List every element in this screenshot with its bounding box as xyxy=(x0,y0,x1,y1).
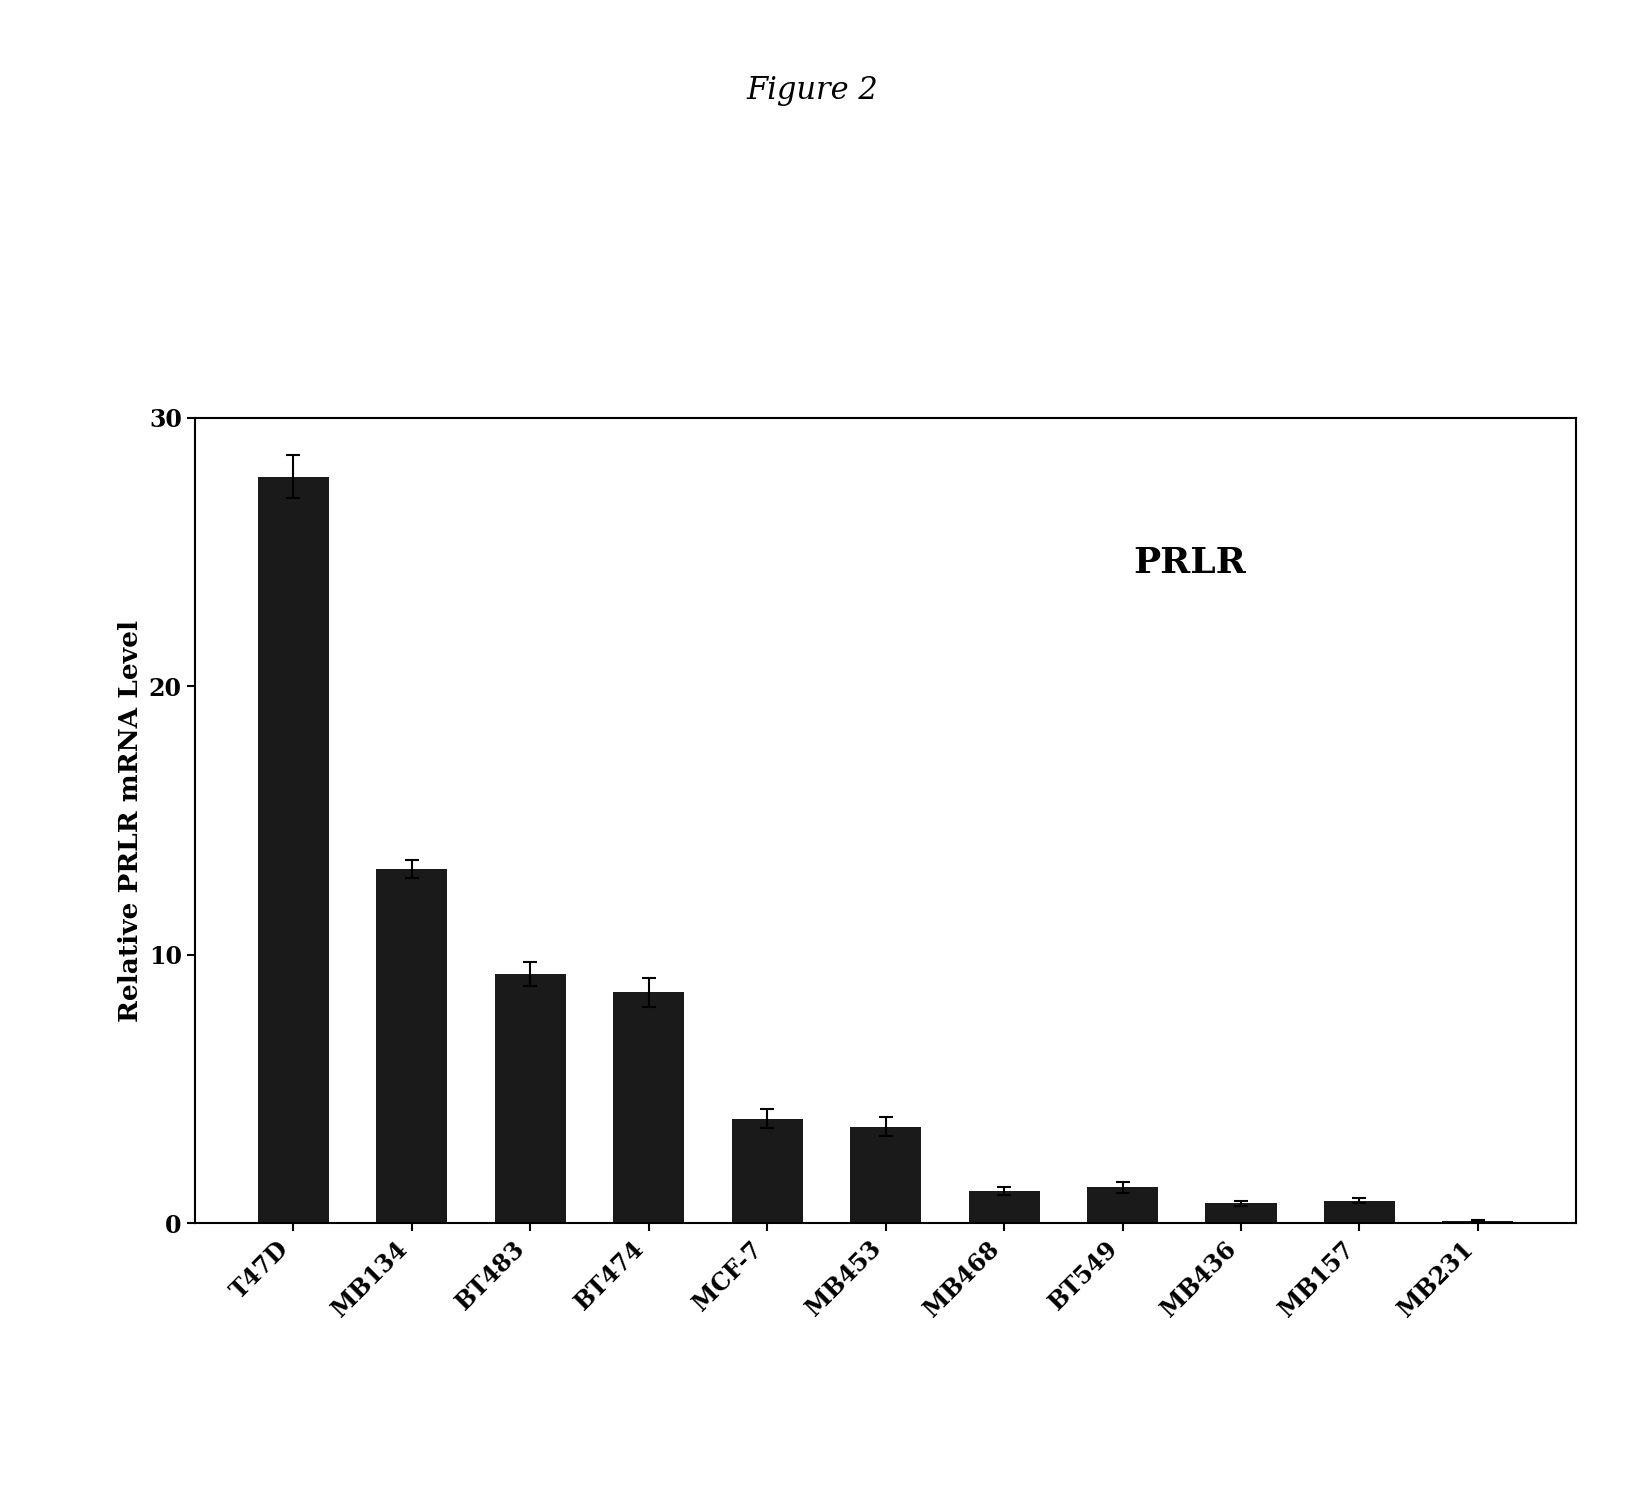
Bar xyxy=(1443,1220,1513,1223)
Bar xyxy=(1206,1204,1277,1223)
Bar xyxy=(731,1119,803,1223)
Bar xyxy=(1087,1188,1159,1223)
Bar xyxy=(850,1126,921,1223)
Bar xyxy=(613,992,684,1223)
Bar xyxy=(258,477,328,1223)
Bar xyxy=(377,868,447,1223)
Bar xyxy=(968,1191,1040,1223)
Text: Figure 2: Figure 2 xyxy=(746,75,879,106)
Bar xyxy=(1324,1201,1394,1223)
Bar xyxy=(494,974,566,1223)
Y-axis label: Relative PRLR mRNA Level: Relative PRLR mRNA Level xyxy=(119,619,143,1022)
Text: PRLR: PRLR xyxy=(1133,546,1246,580)
